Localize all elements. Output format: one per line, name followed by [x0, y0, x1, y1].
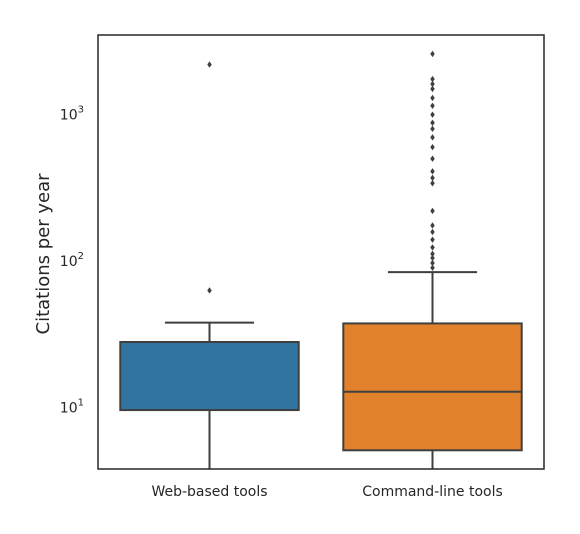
outlier-point — [430, 207, 435, 215]
outlier-point — [430, 119, 435, 126]
x-axis-ticks: Web-based tools Command-line tools — [151, 484, 502, 500]
outlier-point — [430, 85, 435, 93]
y-tick-label: 103 — [60, 105, 84, 124]
plot-frame — [97, 34, 545, 470]
outlier-point — [430, 143, 435, 151]
outlier-point — [430, 75, 435, 83]
outlier-point — [430, 264, 435, 271]
outlier-point — [430, 174, 435, 182]
outlier-point — [430, 111, 435, 118]
outlier-point — [430, 94, 435, 102]
box-iqr — [342, 322, 523, 452]
outlier-point — [430, 102, 435, 109]
outlier-point — [430, 168, 435, 175]
outlier-point — [430, 250, 435, 258]
outlier-point — [430, 254, 435, 262]
outlier-point — [430, 259, 435, 267]
outlier-point — [430, 180, 435, 187]
box-group-1 — [119, 61, 300, 469]
y-axis-ticks: 101 102 103 — [60, 105, 84, 417]
y-tick-label: 101 — [60, 397, 84, 416]
outlier-point — [430, 50, 435, 58]
box-group-2 — [342, 50, 523, 469]
outlier-point — [430, 222, 435, 229]
y-tick-label: 102 — [60, 251, 84, 270]
outlier-point — [430, 244, 435, 251]
outlier-point — [430, 125, 435, 133]
outlier-point — [430, 236, 435, 243]
outlier-point — [430, 80, 435, 88]
y-axis-title: Citations per year — [33, 173, 54, 335]
outlier-point — [430, 134, 435, 141]
box-iqr — [119, 341, 300, 412]
outlier-point — [207, 61, 212, 68]
outlier-point — [207, 287, 212, 294]
outlier-point — [430, 228, 435, 236]
outlier-point — [430, 155, 435, 162]
x-tick-label: Command-line tools — [362, 484, 503, 500]
plot-area — [119, 50, 523, 469]
x-tick-label: Web-based tools — [151, 484, 267, 500]
